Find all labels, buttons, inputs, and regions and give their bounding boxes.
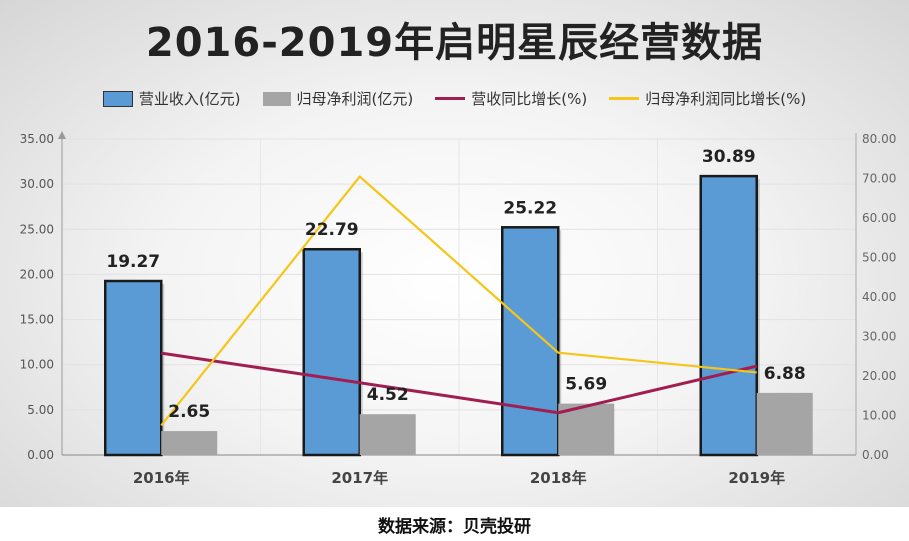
revenue-data-label: 25.22 [503,198,557,218]
x-tick-label: 2016年 [133,469,190,487]
profit-data-label: 2.65 [168,402,210,422]
profit-bar [756,392,813,455]
legend-swatch [262,91,291,106]
right-tick-label: 50.00 [862,251,896,265]
profit-bar [558,403,615,455]
legend-item: 营收同比增长(%) [435,88,587,109]
revenue-growth-line [161,351,758,415]
left-tick-label: 20.00 [20,267,54,281]
revenue-bar [501,226,560,457]
profit-data-label: 5.69 [565,375,607,395]
revenue-bar [699,174,758,457]
left-tick-label: 25.00 [20,222,54,236]
right-tick-label: 10.00 [862,409,896,423]
plot-area: 0.00 5.00 10.00 15.00 20.00 25.00 30.00 35.00 0.… [20,131,896,487]
profit-data-label: 6.88 [764,364,806,384]
right-tick-label: 40.00 [862,290,896,304]
profit-data-label: 4.52 [367,385,409,405]
x-tick-label: 2019年 [728,469,785,487]
x-tick-label: 2017年 [331,469,388,487]
left-tick-label: 5.00 [27,403,54,417]
revenue-data-label: 30.89 [702,147,756,167]
legend-item: 归母净利润同比增长(%) [609,88,806,109]
legend-swatch [609,97,640,100]
right-tick-label: 80.00 [862,132,896,146]
legend: 营业收入(亿元) 归母净利润(亿元) 营收同比增长(%) 归母净利润同比增长(%) [0,88,909,109]
legend-item: 归母净利润(亿元) [262,88,414,109]
legend-label: 归母净利润同比增长(%) [645,90,807,108]
x-tick-label: 2018年 [530,469,587,487]
legend-item: 营业收入(亿元) [102,88,241,109]
right-tick-label: 30.00 [862,330,896,344]
profit-bar [161,431,218,455]
revenue-data-label: 19.27 [106,252,160,272]
revenue-data-label: 22.79 [305,220,359,240]
right-tick-label: 60.00 [862,211,896,225]
revenue-bar [302,247,361,457]
right-tick-label: 0.00 [862,448,889,462]
legend-label: 营业收入(亿元) [138,90,241,108]
left-tick-label: 30.00 [20,177,54,191]
legend-label: 归母净利润(亿元) [296,90,414,108]
right-tick-label: 20.00 [862,369,896,383]
legend-swatch [102,90,133,107]
chart-title: 2016-2019年启明星辰经营数据 [145,20,764,66]
left-axis-arrow [58,131,66,139]
left-tick-label: 35.00 [20,132,54,146]
profit-growth-line [160,175,757,427]
profit-bar [359,414,416,455]
legend-swatch [435,97,466,100]
revenue-bar [104,279,163,457]
left-tick-label: 0.00 [27,448,54,462]
source-note: 数据来源：贝壳投研 [378,517,531,537]
left-tick-label: 10.00 [20,358,54,372]
legend-label: 营收同比增长(%) [471,90,588,108]
right-tick-label: 70.00 [862,172,896,186]
left-tick-label: 15.00 [20,313,54,327]
chart-panel: 2016-2019年启明星辰经营数据 营业收入(亿元) 归母净利润(亿元) 营收同比… [0,0,909,507]
